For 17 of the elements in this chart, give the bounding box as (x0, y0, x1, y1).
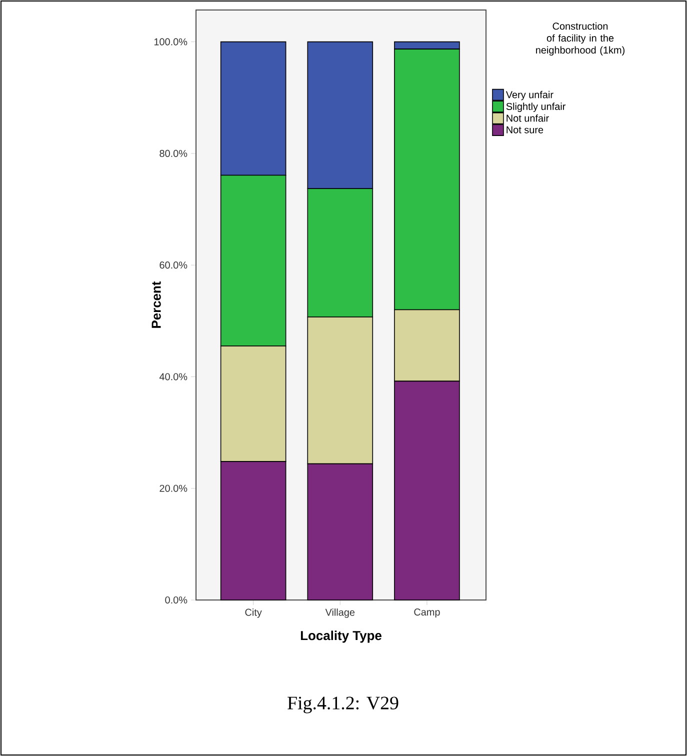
y-tick-label: 40.0% (159, 373, 188, 380)
y-axis-title: Percent (152, 281, 161, 328)
x-tick-label: Village (325, 608, 355, 618)
y-tick-label: 20.0% (160, 484, 188, 492)
y-tick-label: 80.0% (160, 150, 188, 157)
legend-label: Not sure (506, 126, 544, 134)
y-tick-label: 60.0% (160, 262, 188, 269)
x-tick-label: City (245, 608, 262, 618)
y-tick-label: 0.0% (165, 596, 188, 604)
caption: Fig.4.1.2: V29 (288, 696, 398, 714)
y-tick-label: 100.0% (154, 38, 188, 46)
legend-label: Slightly unfair (506, 102, 566, 112)
legend-label: Not unfair (506, 114, 549, 122)
x-axis-title: Locality Type (300, 630, 382, 643)
legend-label: Very unfair (506, 90, 554, 100)
legend-title: Construction of facility in the neighborhood (1km) (536, 22, 624, 56)
x-tick-label: Camp (414, 608, 440, 618)
